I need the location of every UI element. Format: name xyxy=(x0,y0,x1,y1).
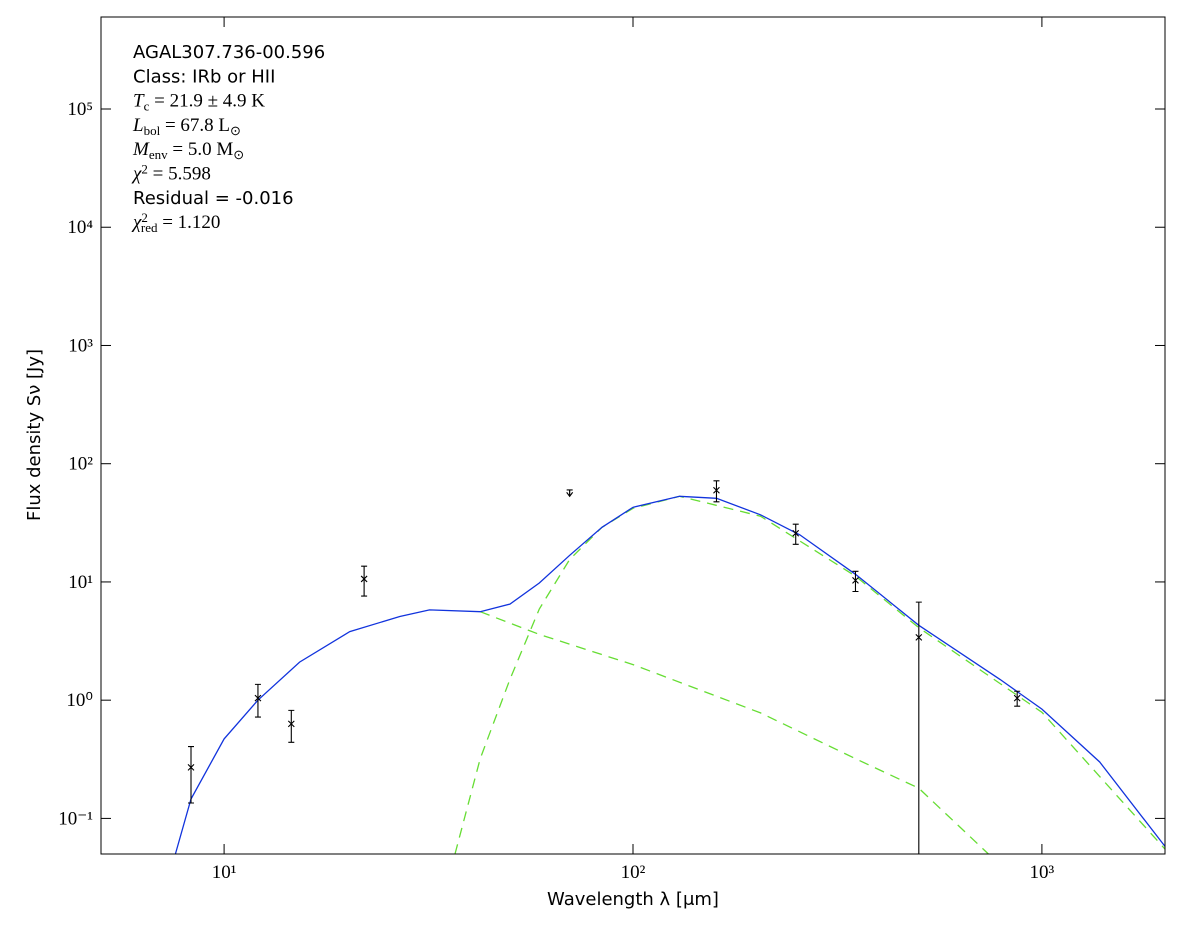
annotation-part: Residual = -0.016 xyxy=(133,188,294,209)
y-tick-label: 10⁻¹ xyxy=(58,808,93,829)
annotation-part: T xyxy=(133,91,145,112)
y-tick-label: 10³ xyxy=(68,335,93,356)
annotation-part: M xyxy=(132,139,150,160)
annotation-part: bol xyxy=(144,123,161,138)
data-point xyxy=(360,575,368,583)
annotation-part: = 21.9 ± 4.9 K xyxy=(149,91,265,112)
plot-frame xyxy=(100,16,1166,855)
annotation-part: 2 xyxy=(141,210,148,225)
x-tick-label: 10³ xyxy=(1030,862,1055,883)
y-tick-label: 10¹ xyxy=(68,572,93,593)
annotation: Lbol = 67.8 L⊙ xyxy=(132,115,241,138)
annotation: Residual = -0.016 xyxy=(133,188,294,209)
y-tick-label: 10⁵ xyxy=(67,99,93,120)
annotation-part: Class: IRb or HII xyxy=(133,66,275,87)
y-tick-label: 10² xyxy=(68,454,93,475)
annotation-part: = 67.8 L xyxy=(160,115,230,136)
annotation-part: 2 xyxy=(141,162,148,177)
annotation: AGAL307.736-00.596 xyxy=(133,42,325,63)
annotation: χ2 = 5.598 xyxy=(131,162,211,185)
total-curve xyxy=(174,495,1165,854)
data-point xyxy=(287,720,295,728)
y-axis-label: Flux density Sν [Jy] xyxy=(24,349,45,521)
annotation-part: AGAL307.736-00.596 xyxy=(133,42,325,63)
data-point xyxy=(915,633,923,641)
annotation: Class: IRb or HII xyxy=(133,66,275,87)
annotation: Menv = 5.0 M⊙ xyxy=(132,139,244,162)
data-point xyxy=(792,529,800,537)
error-bar xyxy=(361,565,368,597)
annotation-part: χ xyxy=(131,212,142,233)
annotation-part: = 5.0 M xyxy=(168,139,234,160)
annotation-part: c xyxy=(144,98,150,113)
x-axis-label: Wavelength λ [μm] xyxy=(547,889,719,910)
annotation-part: L xyxy=(132,115,144,136)
data-point xyxy=(1013,694,1021,702)
plot-area xyxy=(174,480,1165,854)
error-bar xyxy=(792,523,799,545)
component-curve xyxy=(454,495,1165,854)
annotation-part: red xyxy=(141,220,158,235)
error-bar xyxy=(188,746,195,804)
annotation: Tc = 21.9 ± 4.9 K xyxy=(133,91,265,114)
data-point xyxy=(254,694,262,702)
error-bar xyxy=(713,480,720,503)
error-bar xyxy=(254,683,261,718)
error-bar xyxy=(915,601,922,854)
annotation-part: χ xyxy=(131,164,142,185)
annotation-part: ⊙ xyxy=(230,123,241,138)
component-curve xyxy=(479,611,989,854)
data-point xyxy=(713,486,720,494)
error-bar xyxy=(852,570,859,593)
annotation: χ2 red = 1.120 xyxy=(131,210,220,235)
data-point xyxy=(852,577,859,584)
upper-limit xyxy=(566,489,574,498)
annotation-part: = 1.120 xyxy=(157,212,220,233)
y-tick-label: 10⁴ xyxy=(67,217,93,238)
annotation-part: env xyxy=(149,147,168,162)
y-tick-label: 10⁰ xyxy=(66,690,93,711)
error-bar xyxy=(288,709,295,743)
annotation-part: ⊙ xyxy=(233,147,244,162)
x-tick-label: 10² xyxy=(621,862,646,883)
data-point xyxy=(187,764,195,771)
annotation-part: = 5.598 xyxy=(148,164,211,185)
x-tick-label: 10¹ xyxy=(212,862,237,883)
